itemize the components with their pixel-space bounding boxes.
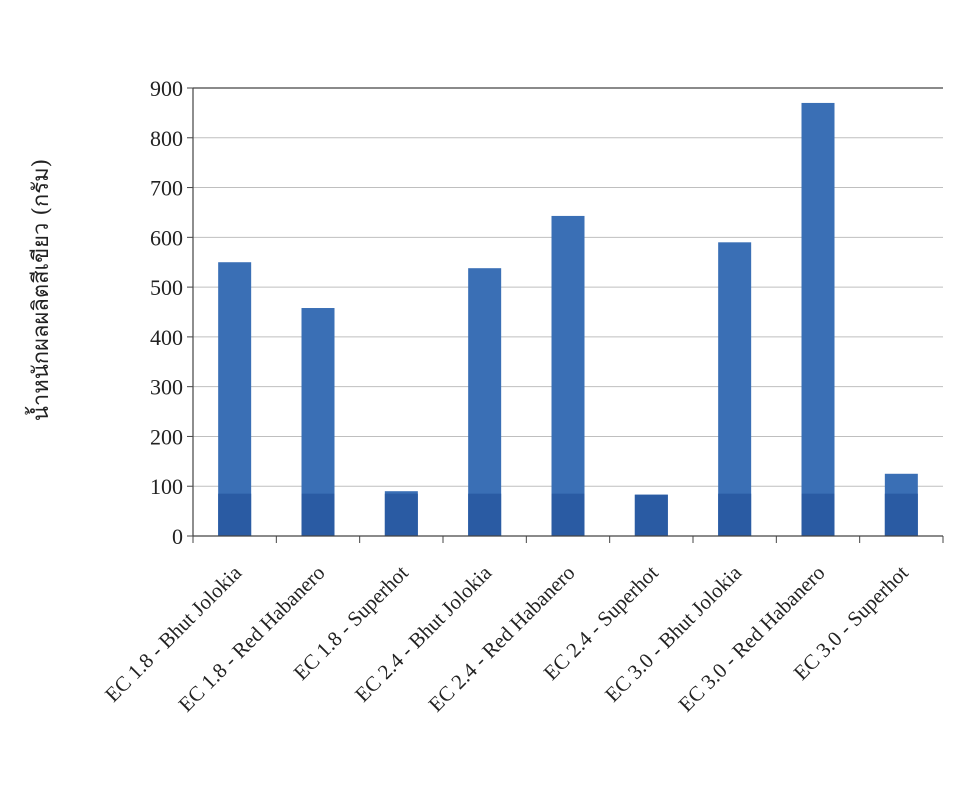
y-tick-label: 200	[150, 424, 183, 449]
bar	[801, 102, 835, 536]
bar-base-segment	[384, 493, 418, 536]
y-tick-label: 0	[172, 524, 183, 549]
bar-base-segment	[634, 494, 668, 536]
y-tick-label: 800	[150, 126, 183, 151]
bar	[468, 268, 502, 536]
x-tick-label: EC 3.0 - Bhut Jolokia	[600, 560, 747, 707]
x-tick-label: EC 1.8 - Bhut Jolokia	[100, 560, 247, 707]
bar	[551, 215, 585, 536]
bar-base-segment	[301, 493, 335, 536]
x-tick-label: EC 3.0 - Red Habanero	[674, 561, 830, 717]
y-axis-title: น้ำหนักผลผลิตสีเขียว (กรัม)	[25, 159, 54, 421]
x-tick-label: EC 1.8 - Red Habanero	[174, 561, 330, 717]
bar	[218, 262, 252, 536]
bar-base-segment	[718, 493, 752, 536]
x-tick-label: EC 2.4 - Red Habanero	[424, 561, 580, 717]
bars	[218, 102, 918, 537]
bar	[718, 242, 752, 537]
axes	[187, 87, 944, 543]
y-tick-label: 700	[150, 176, 183, 201]
bar-base-segment	[801, 493, 835, 536]
y-tick-label: 900	[150, 76, 183, 101]
y-tick-label: 100	[150, 474, 183, 499]
bar-base-segment	[468, 493, 502, 536]
bar-base-segment	[218, 493, 252, 536]
bar-base-segment	[884, 493, 918, 536]
y-tick-label: 400	[150, 325, 183, 350]
y-tick-label: 500	[150, 275, 183, 300]
bar-base-segment	[551, 493, 585, 536]
x-tick-label: EC 2.4 - Bhut Jolokia	[350, 560, 497, 707]
y-tick-label: 600	[150, 225, 183, 250]
y-tick-labels: 0 100 200 300 400 500 600 700 800 900	[150, 76, 183, 549]
y-tick-label: 300	[150, 375, 183, 400]
